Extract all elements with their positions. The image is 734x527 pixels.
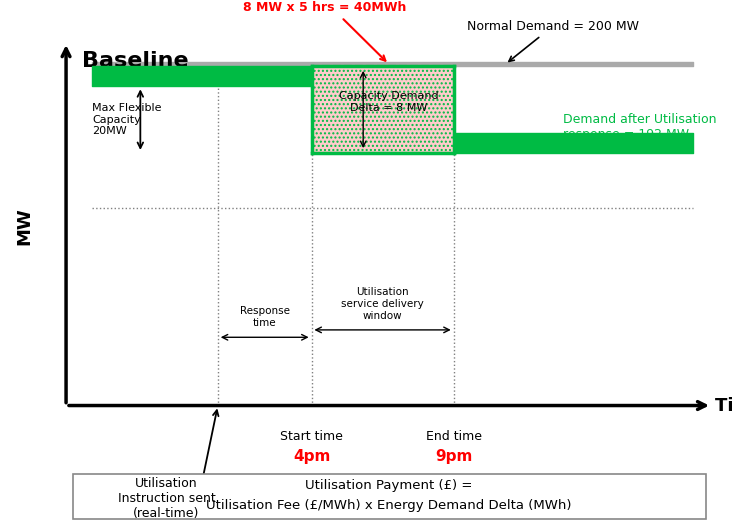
Text: Utilisation Payment (£) =
Utilisation Fee (£/MWh) x Energy Demand Delta (MWh): Utilisation Payment (£) = Utilisation Fe…	[206, 479, 572, 512]
Text: Baseline: Baseline	[82, 52, 189, 71]
Text: Demand after Utilisation
response = 192 MW: Demand after Utilisation response = 192 …	[468, 113, 717, 144]
Text: 4pm: 4pm	[293, 449, 330, 464]
Text: Capacity Demand
Delta = 8 MW: Capacity Demand Delta = 8 MW	[339, 91, 439, 113]
Text: Normal Demand = 200 MW: Normal Demand = 200 MW	[467, 20, 639, 61]
Text: Utilisation
Instruction sent
(real-time): Utilisation Instruction sent (real-time)	[117, 477, 215, 520]
Text: End time: End time	[426, 430, 482, 443]
Text: Time of day: Time of day	[715, 396, 734, 415]
Bar	[311, 66, 454, 153]
Text: 9pm: 9pm	[435, 449, 472, 464]
Text: MW: MW	[15, 208, 33, 246]
Text: Response
time: Response time	[240, 307, 290, 328]
Text: Start time: Start time	[280, 430, 343, 443]
Text: Utilisation
service delivery
window: Utilisation service delivery window	[341, 288, 424, 320]
Text: Energy Demand Delta =
8 MW x 5 hrs = 40MWh: Energy Demand Delta = 8 MW x 5 hrs = 40M…	[241, 0, 408, 61]
Text: Max Flexible
Capacity
20MW: Max Flexible Capacity 20MW	[92, 103, 161, 136]
